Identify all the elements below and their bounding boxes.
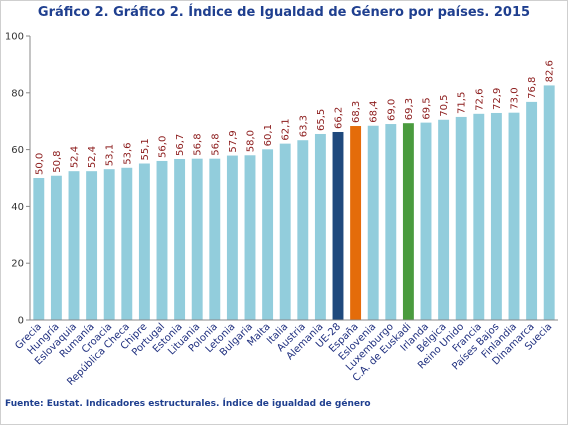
- data-label: 65,5: [316, 109, 327, 131]
- y-tick-label: 80: [11, 88, 24, 99]
- bar: [543, 85, 555, 320]
- data-label: 60,1: [263, 124, 274, 146]
- data-label: 69,3: [404, 98, 415, 120]
- bar: [138, 163, 150, 320]
- data-label: 50,0: [34, 153, 45, 175]
- bar: [191, 158, 203, 320]
- data-label: 62,1: [281, 118, 292, 140]
- bar: [420, 122, 432, 321]
- data-label: 63,3: [298, 115, 309, 137]
- y-tick-label: 20: [11, 259, 24, 270]
- data-label: 56,8: [193, 133, 204, 155]
- bar: [473, 113, 485, 320]
- bar: [68, 171, 80, 320]
- bar: [402, 123, 414, 320]
- bar: [367, 125, 379, 320]
- bar: [455, 116, 467, 320]
- data-label: 50,8: [52, 150, 63, 172]
- bar: [438, 119, 450, 320]
- y-tick-label: 40: [11, 202, 24, 213]
- bar: [50, 175, 62, 320]
- data-label: 52,4: [70, 146, 81, 168]
- bar: [121, 167, 133, 320]
- data-label: 76,8: [527, 77, 538, 99]
- data-label: 70,5: [439, 95, 450, 117]
- data-label: 69,0: [386, 99, 397, 121]
- data-label: 56,0: [158, 136, 169, 158]
- y-tick-label: 100: [5, 32, 24, 43]
- data-label: 58,0: [246, 130, 257, 152]
- bar: [385, 124, 397, 320]
- bar: [332, 131, 344, 320]
- bar: [350, 126, 362, 320]
- data-label: 72,6: [474, 89, 485, 111]
- bar: [526, 101, 538, 320]
- data-label: 68,3: [351, 101, 362, 123]
- source-note: Fuente: Eustat. Indicadores estructurale…: [5, 399, 371, 409]
- bar: [314, 133, 326, 320]
- y-tick-label: 0: [18, 316, 24, 327]
- data-label: 68,4: [369, 100, 380, 122]
- bar: [156, 160, 168, 320]
- data-label: 73,0: [510, 87, 521, 109]
- bar: [279, 143, 291, 320]
- data-label: 66,2: [334, 107, 345, 129]
- chart-title: Gráfico 2. Gráfico 2. Índice de Igualdad…: [37, 5, 531, 20]
- bar: [226, 155, 238, 320]
- data-label: 53,1: [105, 144, 116, 166]
- bar: [209, 158, 221, 320]
- bar: [262, 149, 274, 320]
- data-label: 56,7: [175, 134, 186, 156]
- bar: [174, 158, 186, 320]
- bar: [490, 112, 502, 321]
- bar: [86, 171, 98, 320]
- data-label: 56,8: [210, 133, 221, 155]
- bar: [297, 140, 309, 320]
- data-label: 82,6: [545, 60, 556, 82]
- data-label: 57,9: [228, 130, 239, 152]
- data-label: 53,6: [122, 143, 133, 165]
- data-label: 71,5: [457, 92, 468, 114]
- bar: [103, 169, 115, 320]
- data-label: 69,5: [422, 97, 433, 119]
- bar: [33, 178, 45, 320]
- data-label: 55,1: [140, 138, 151, 160]
- bar: [244, 155, 256, 320]
- data-label: 72,9: [492, 88, 503, 110]
- bar: [508, 112, 520, 321]
- data-label: 52,4: [87, 146, 98, 168]
- y-tick-label: 60: [11, 145, 24, 156]
